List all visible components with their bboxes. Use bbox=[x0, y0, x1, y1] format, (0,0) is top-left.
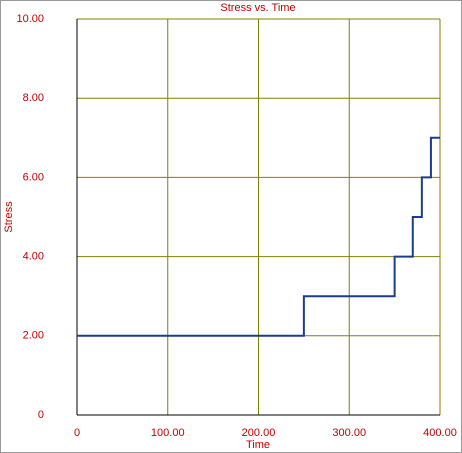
y-tick-label: 8.00 bbox=[23, 92, 44, 104]
y-axis-label: Stress bbox=[3, 201, 15, 233]
x-tick-label: 100.00 bbox=[151, 427, 185, 439]
y-tick-label: 4.00 bbox=[23, 251, 44, 263]
y-tick-label: 2.00 bbox=[23, 330, 44, 342]
chart-title: Stress vs. Time bbox=[220, 2, 295, 14]
x-tick-label: 200.00 bbox=[242, 427, 276, 439]
y-tick-label: 10.00 bbox=[16, 13, 44, 25]
x-axis-label: Time bbox=[246, 439, 270, 451]
y-tick-label: 6.00 bbox=[23, 171, 44, 183]
x-tick-label: 400.00 bbox=[423, 427, 457, 439]
y-tick-label: 0 bbox=[38, 409, 44, 421]
x-tick-label: 0 bbox=[74, 427, 80, 439]
x-tick-label: 300.00 bbox=[332, 427, 366, 439]
data-line bbox=[77, 136, 440, 337]
